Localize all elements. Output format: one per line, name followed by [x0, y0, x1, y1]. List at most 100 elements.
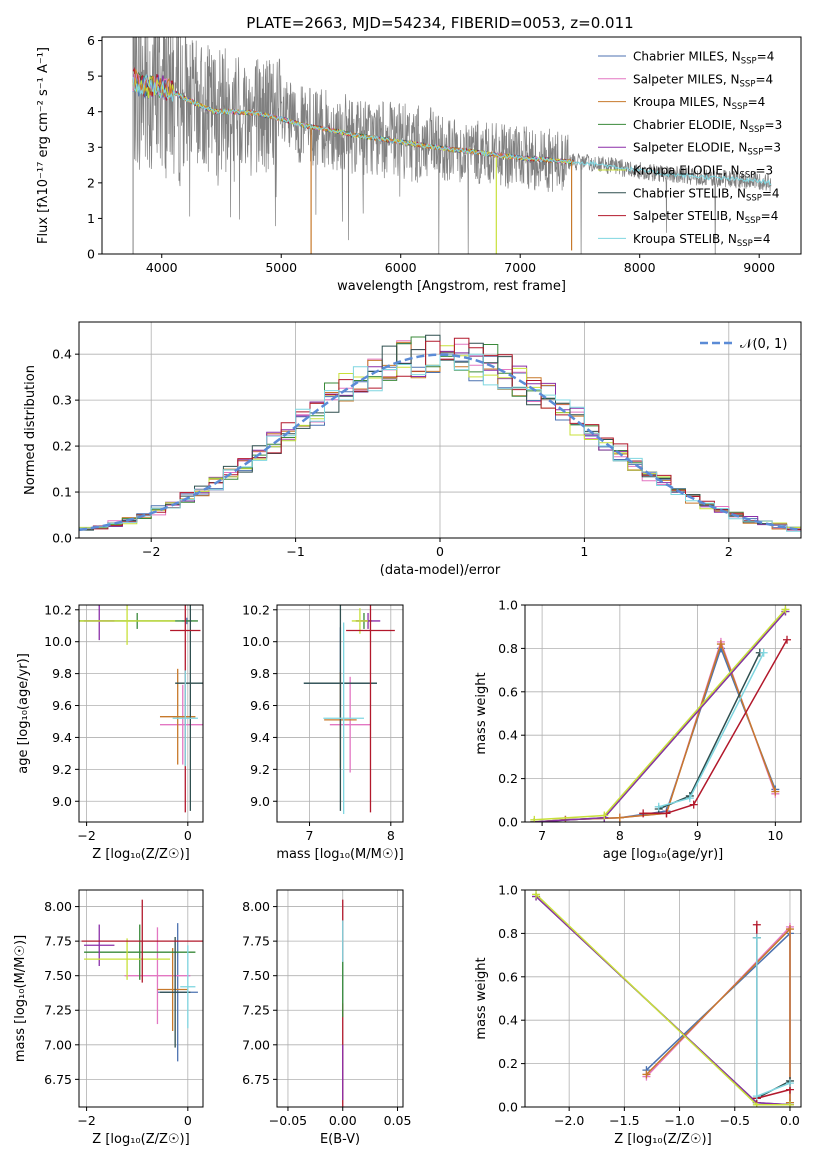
- x-tick-label: 8000: [624, 260, 656, 275]
- weight-marker: [530, 815, 539, 822]
- plot-area: [79, 605, 203, 822]
- x-tick-label: 8: [387, 828, 395, 843]
- plot-area: [525, 605, 801, 822]
- normal-curve: [79, 353, 801, 532]
- y-tick-label: 0.6: [498, 684, 518, 699]
- observed-spectrum: [132, 37, 772, 254]
- x-tick-label: 0: [184, 828, 192, 843]
- legend: Chabrier MILES, NSSP=4 Salpeter MILES, NS…: [598, 50, 782, 249]
- weight-marker: [642, 1070, 651, 1079]
- axes-frame: [276, 604, 404, 823]
- panel-age_vs_Z: −2 0 9.0 9.2 9.4 9.6 9.8 10.0 10.2 Z [log₁₀(Z/Z☉)…: [16, 602, 204, 862]
- y-tick-label: 7.50: [44, 968, 72, 983]
- x-tick-label: 8: [616, 828, 624, 843]
- y-tick-label: 9.6: [250, 698, 270, 713]
- y-tick-label: 9.2: [52, 762, 72, 777]
- x-tick-label: 7: [306, 828, 314, 843]
- y-tick-label: 7.50: [242, 968, 270, 983]
- axes-frame: [524, 604, 802, 823]
- y-tick-label: 8.00: [44, 899, 72, 914]
- weight-marker: [785, 925, 794, 934]
- x-axis-label: Z [log₁₀(Z/Z☉)]: [92, 1132, 189, 1147]
- legend: 𝒩(0, 1): [700, 337, 787, 352]
- plot-area: [277, 605, 403, 822]
- y-tick-label: 10.2: [44, 602, 72, 617]
- x-tick-label: 7: [538, 828, 546, 843]
- legend-entry: Kroupa STELIB, NSSP=4: [633, 232, 771, 249]
- y-tick-label: 7.00: [44, 1037, 72, 1052]
- weight-line: [534, 641, 777, 822]
- plots: 4000 5000 6000 7000 8000 90000123456wavelengt…: [13, 33, 802, 1147]
- y-tick-label: 0.8: [498, 926, 518, 941]
- y-tick-label: 6.75: [44, 1072, 72, 1087]
- x-tick-label: 10: [767, 828, 783, 843]
- y-axis-label: mass [log₁₀(M/M☉)]: [13, 935, 28, 1062]
- y-tick-label: 0.4: [52, 347, 72, 362]
- legend-entry: Salpeter MILES, NSSP=4: [633, 72, 773, 89]
- y-tick-label: 9.8: [52, 666, 72, 681]
- panel-residual_hist: −2 −1 0 1 2 0.0 0.1 0.2 0.3 0.4 (data-model)/error…: [23, 321, 802, 578]
- panel-weight_vs_age: 7 8 9 10 0.0 0.2 0.4 0.6 0.8 1.0 age [log₁₀(age/yr…: [474, 598, 802, 862]
- weight-line: [756, 937, 791, 1098]
- x-tick-label: 4000: [146, 260, 178, 275]
- x-axis-label: Z [log₁₀(Z/Z☉)]: [92, 847, 189, 862]
- y-tick-label: 10.0: [242, 634, 270, 649]
- x-tick-label: 0: [436, 544, 444, 559]
- weight-line: [645, 927, 791, 1103]
- x-tick-label: −1.5: [609, 1113, 639, 1128]
- x-tick-label: −0.5: [720, 1113, 750, 1128]
- y-axis-label: Flux [fλ10⁻¹⁷ erg cm⁻² s⁻¹ A⁻¹]: [36, 47, 51, 244]
- y-tick-label: 0.4: [498, 1013, 518, 1028]
- y-tick-label: 9.0: [52, 794, 72, 809]
- weight-marker: [685, 794, 694, 803]
- plot-area: [525, 890, 801, 1107]
- legend-entry: Chabrier STELIB, NSSP=4: [633, 186, 780, 203]
- axes-frame: [101, 36, 802, 255]
- weight-marker: [781, 605, 790, 614]
- weight-marker: [752, 920, 761, 929]
- axes-frame: [276, 889, 404, 1108]
- plot-area: [79, 890, 203, 1107]
- weight-marker: [689, 800, 698, 809]
- weight-line: [643, 639, 788, 815]
- panel-age_vs_mass: 7 8 9.0 9.2 9.4 9.6 9.8 10.0 10.2 mass [log₁₀(M/M…: [242, 602, 404, 862]
- y-axis-label: Normed distribution: [23, 365, 38, 495]
- y-tick-label: 0: [87, 247, 95, 262]
- x-tick-label: −1.0: [664, 1113, 694, 1128]
- weight-marker: [716, 640, 725, 649]
- plot-area: [79, 322, 801, 538]
- x-tick-label: −0.05: [269, 1113, 307, 1128]
- weight-marker: [752, 1092, 761, 1101]
- y-tick-label: 0.2: [498, 771, 518, 786]
- weight-marker: [785, 1079, 794, 1088]
- x-axis-label: age [log₁₀(age/yr)]: [603, 847, 724, 862]
- weight-line: [535, 895, 791, 1106]
- x-axis-label: wavelength [Angstrom, rest frame]: [337, 279, 566, 294]
- x-axis-label: (data-model)/error: [380, 563, 501, 578]
- weight-marker: [532, 890, 541, 899]
- y-tick-label: 7.00: [242, 1037, 270, 1052]
- x-tick-label: 0.05: [384, 1113, 412, 1128]
- y-tick-label: 6.75: [242, 1072, 270, 1087]
- y-axis-label: mass weight: [474, 672, 489, 754]
- x-tick-label: 9: [694, 828, 702, 843]
- y-tick-label: 0.8: [498, 641, 518, 656]
- legend-entry: Kroupa MILES, NSSP=4: [633, 95, 765, 112]
- x-tick-label: −2: [142, 544, 160, 559]
- legend-entry: 𝒩(0, 1): [740, 337, 787, 352]
- y-tick-label: 5: [87, 69, 95, 84]
- y-tick-label: 0.2: [52, 439, 72, 454]
- x-tick-label: 6000: [385, 260, 417, 275]
- x-axis-label: mass [log₁₀(M/M☉)]: [276, 847, 403, 862]
- axes-frame: [78, 889, 204, 1108]
- legend-entry: Chabrier ELODIE, NSSP=3: [633, 118, 782, 135]
- y-tick-label: 8.00: [242, 899, 270, 914]
- y-tick-label: 0.1: [52, 485, 72, 500]
- weight-marker: [662, 809, 671, 818]
- y-tick-label: 0.3: [52, 393, 72, 408]
- y-axis-label: age [log₁₀(age/yr)]: [16, 653, 31, 774]
- weight-line: [756, 937, 791, 1100]
- legend-entry: Chabrier MILES, NSSP=4: [633, 50, 774, 67]
- plot-area: [132, 37, 772, 254]
